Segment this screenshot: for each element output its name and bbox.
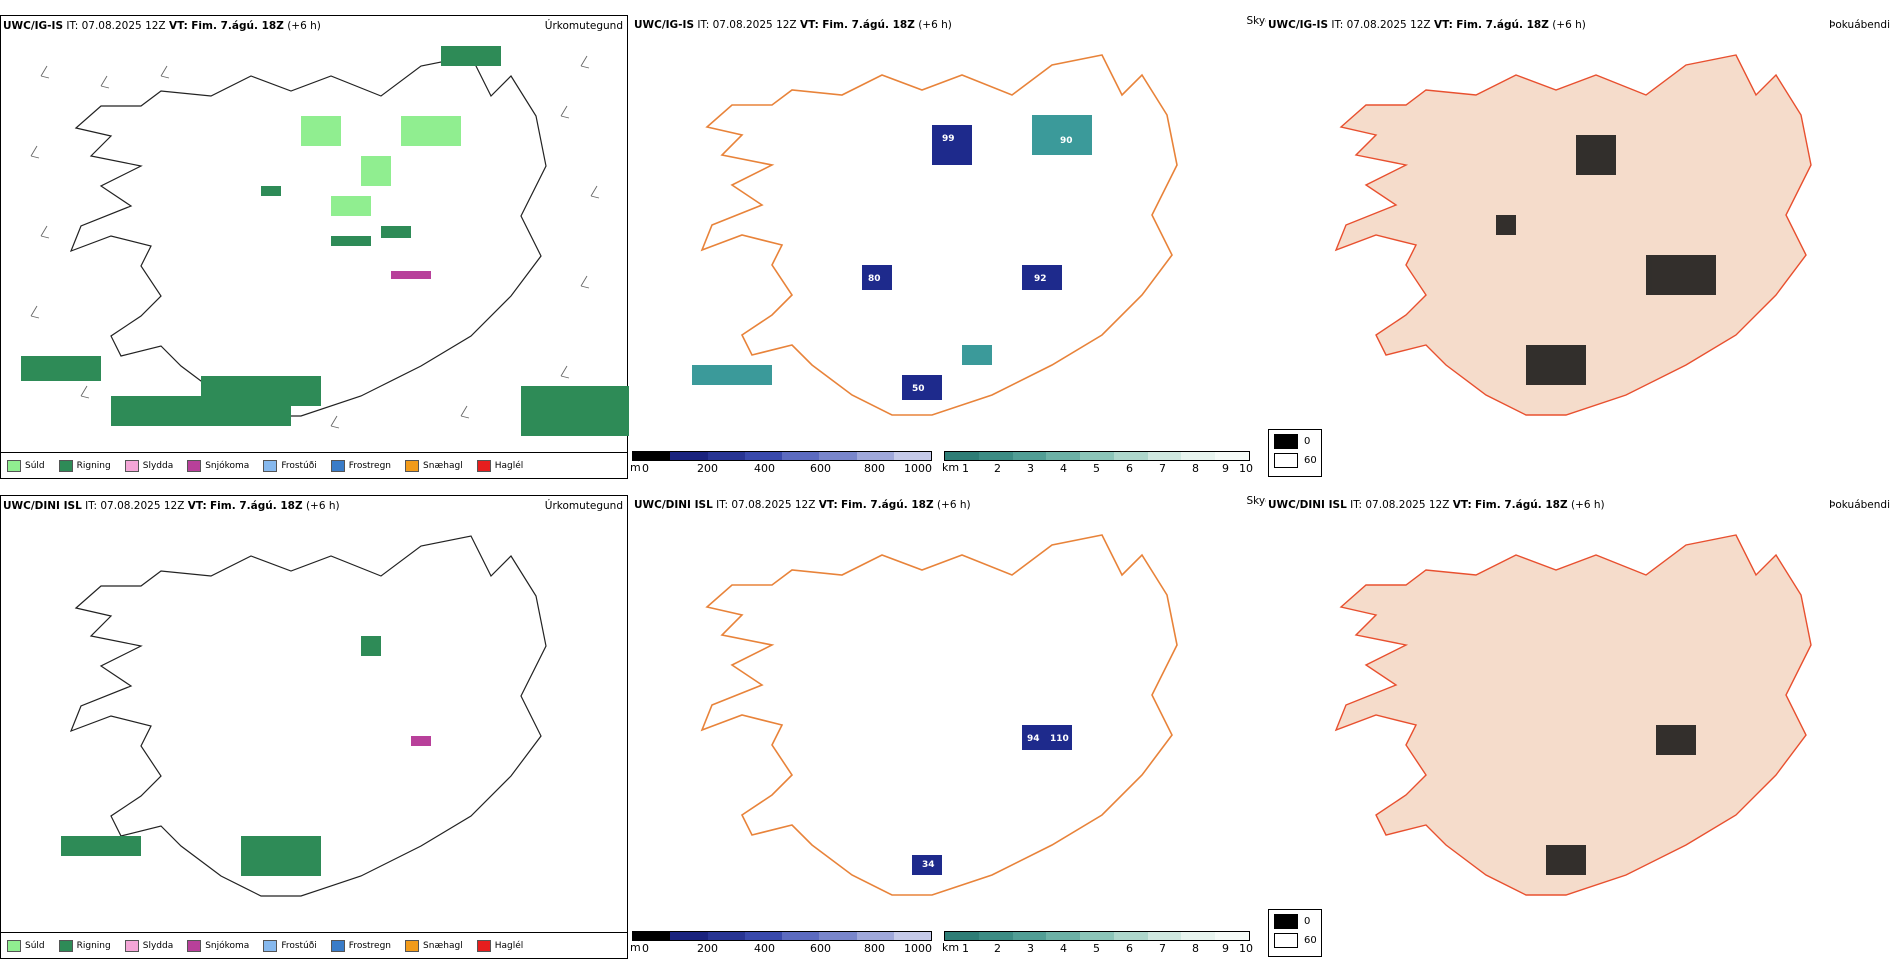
visibility-panel-1: UWC/IG-IS IT: 07.08.2025 12Z VT: Fim. 7.… <box>630 15 1288 479</box>
precip-legend: Súld Rigning Slydda Snjókoma Frostúði Fr… <box>1 452 627 478</box>
visibility-panel-2: UWC/DINI ISL IT: 07.08.2025 12Z VT: Fim.… <box>630 495 1288 959</box>
visibility-map-2: 96 94 110 45 34 <box>700 534 1178 896</box>
swatch <box>187 459 202 472</box>
precip-map-1 <box>21 46 629 436</box>
precip-map-2 <box>61 535 547 897</box>
fog-panel-2: UWC/DINI ISL IT: 07.08.2025 12Z VT: Fim.… <box>1266 495 1894 959</box>
legend-item: Snæhagl <box>405 939 463 952</box>
swatch <box>7 459 21 472</box>
legend-item: Rigning <box>58 459 111 472</box>
legend-item: Snjókoma <box>187 459 249 472</box>
panel-title: UWC/IG-IS IT: 07.08.2025 12Z VT: Fim. 7.… <box>3 20 321 32</box>
fog-legend: 0 60 <box>1268 909 1322 957</box>
variable-label: Þokuábendi <box>1829 19 1890 31</box>
fog-panel-1: UWC/IG-IS IT: 07.08.2025 12Z VT: Fim. 7.… <box>1266 15 1894 479</box>
swatch <box>330 459 345 472</box>
panel-title: UWC/DINI ISL IT: 07.08.2025 12Z VT: Fim.… <box>1268 499 1605 511</box>
legend-item: Haglél <box>476 459 523 472</box>
legend-item: Súld <box>7 939 45 952</box>
variable-label: Úrkomutegund <box>544 500 623 512</box>
visibility-colorbar: km 1 2 3 4 5 6 7 8 9 10 <box>942 451 1253 477</box>
legend-item: Frostúði <box>263 459 317 472</box>
variable-label: Þokuábendi <box>1829 499 1890 511</box>
value-label: 50 <box>912 384 925 394</box>
value-labels: 99 90 80 92 50 <box>868 134 1073 394</box>
legend-item: Slydda <box>124 459 173 472</box>
swatch <box>405 459 420 472</box>
swatch <box>263 459 278 472</box>
swatch <box>58 459 73 472</box>
value-label: 34 <box>922 860 935 870</box>
visibility-colorbar: km 1 2 3 4 5 6 7 8 9 10 <box>942 931 1253 957</box>
swatch <box>124 459 139 472</box>
legend-item: Súld <box>7 459 45 472</box>
value-label: 92 <box>1034 274 1047 284</box>
panel-title: UWC/IG-IS IT: 07.08.2025 12Z VT: Fim. 7.… <box>634 19 952 31</box>
variable-label: Úrkomutegund <box>544 20 623 32</box>
value-label: 80 <box>868 274 881 284</box>
precip-panel-2: UWC/DINI ISL IT: 07.08.2025 12Z VT: Fim.… <box>0 495 628 959</box>
value-label: 96 <box>932 704 945 714</box>
panel-title: UWC/DINI ISL IT: 07.08.2025 12Z VT: Fim.… <box>3 500 340 512</box>
swatch <box>476 459 491 472</box>
fog-map-1 <box>1334 54 1812 416</box>
panel-title: UWC/DINI ISL IT: 07.08.2025 12Z VT: Fim.… <box>634 499 971 511</box>
value-label: 45 <box>897 860 910 870</box>
value-label: 110 <box>1050 734 1069 744</box>
legend-item: Frostregn <box>330 459 391 472</box>
fog-map-2 <box>1334 534 1812 896</box>
panel-title: UWC/IG-IS IT: 07.08.2025 12Z VT: Fim. 7.… <box>1268 19 1586 31</box>
value-label: 94 <box>1027 734 1040 744</box>
legend-item: Snæhagl <box>405 459 463 472</box>
elevation-colorbar: m 0 200 400 600 800 1000 <box>630 451 932 477</box>
elevation-colorbar: m 0 200 400 600 800 1000 <box>630 931 932 957</box>
visibility-map-1: 99 90 80 92 50 <box>692 54 1178 416</box>
precip-legend: Súld Rigning Slydda Snjókoma Frostúði Fr… <box>1 932 627 958</box>
value-label: 99 <box>942 134 955 144</box>
value-label: 90 <box>1060 136 1073 146</box>
precip-panel-1: UWC/IG-IS IT: 07.08.2025 12Z VT: Fim. 7.… <box>0 15 629 479</box>
fog-legend: 0 60 <box>1268 429 1322 477</box>
